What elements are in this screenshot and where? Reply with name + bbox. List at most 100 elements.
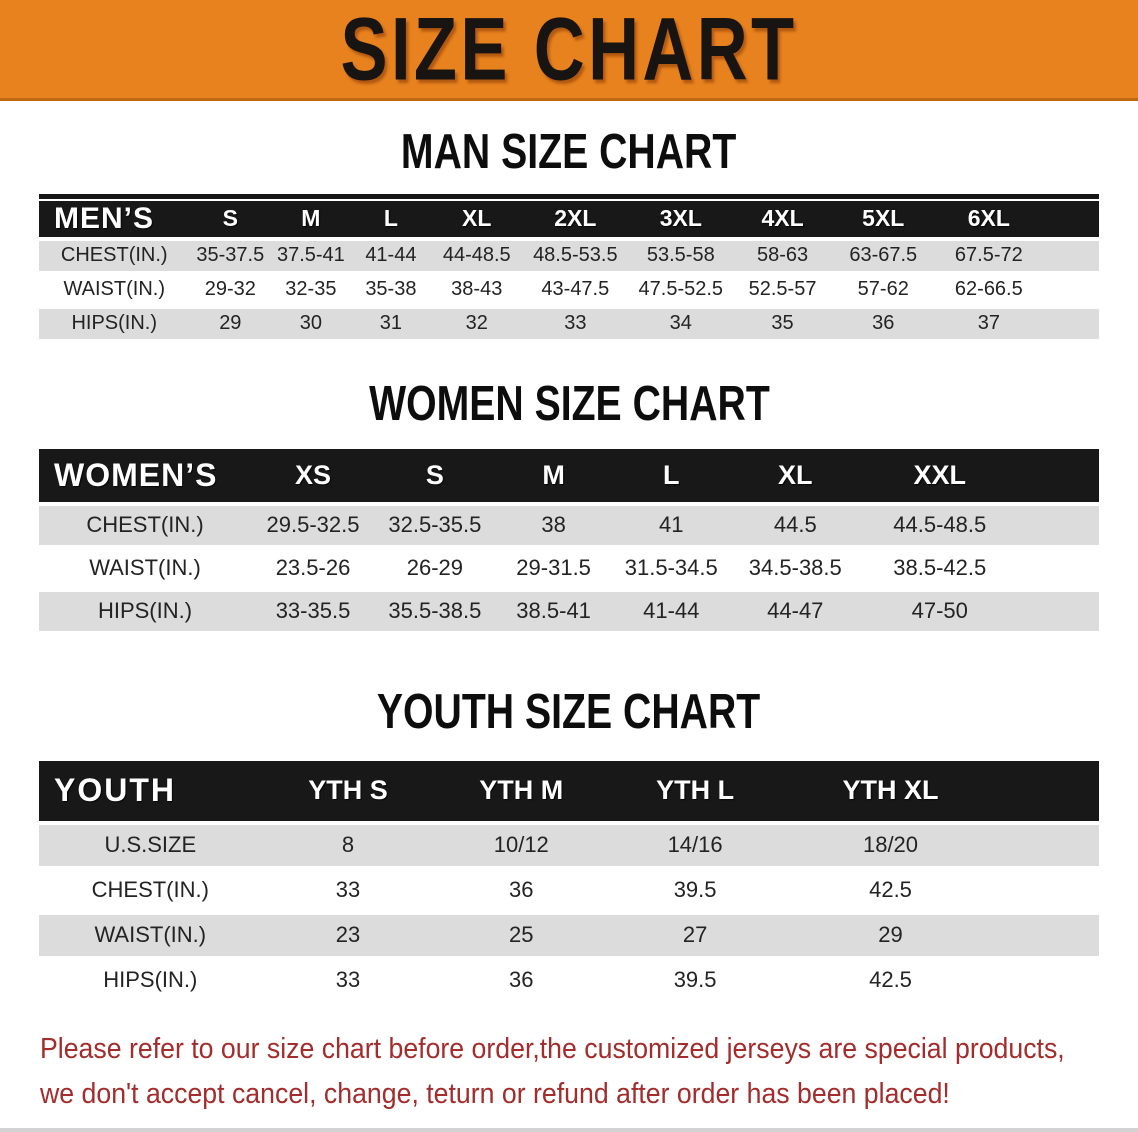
size-value-cell: 38.5-42.5 — [860, 548, 1099, 592]
size-value-cell: 35-37.5 — [189, 240, 272, 275]
measurement-row-label: WAIST(IN.) — [39, 274, 190, 309]
table-row: WAIST(IN.) 23.5-26 26-29 29-31.5 31.5-34… — [39, 548, 1099, 592]
size-value-cell: 26-29 — [375, 548, 495, 592]
size-value-cell: 29-32 — [189, 274, 272, 309]
size-column-header: 3XL — [628, 200, 734, 241]
size-chart-banner: SIZE CHART — [0, 0, 1138, 101]
size-value-cell: 29-31.5 — [494, 548, 613, 592]
size-value-cell: 44-48.5 — [431, 240, 523, 275]
size-value-cell: 41 — [612, 505, 731, 549]
size-value-cell: 32.5-35.5 — [375, 505, 495, 549]
man-size-chart-heading: MAN SIZE CHART — [0, 125, 1138, 180]
table-row: U.S.SIZE 8 10/12 14/16 18/20 — [39, 824, 1099, 870]
size-column-header: S — [189, 200, 272, 241]
size-value-cell: 35.5-38.5 — [375, 591, 495, 635]
size-column-header: M — [494, 448, 613, 506]
size-value-cell: 33-35.5 — [251, 591, 376, 635]
mens-header-row: MEN’S S M L XL 2XL 3XL 4XL 5XL 6XL — [39, 200, 1099, 241]
table-row: CHEST(IN.) 35-37.5 37.5-41 41-44 44-48.5… — [39, 240, 1099, 275]
size-column-header: YTH XL — [782, 760, 1099, 825]
size-column-header: M — [271, 200, 351, 241]
size-value-cell: 36 — [434, 869, 609, 915]
table-row: HIPS(IN.) 33 36 39.5 42.5 — [39, 959, 1099, 1005]
size-value-cell: 33 — [522, 308, 629, 343]
size-value-cell: 35-38 — [350, 274, 432, 309]
size-value-cell: 31 — [350, 308, 432, 343]
size-value-cell: 32 — [431, 308, 523, 343]
size-value-cell: 44.5-48.5 — [860, 505, 1099, 549]
size-value-cell: 29.5-32.5 — [251, 505, 376, 549]
womens-header-row: WOMEN’S XS S M L XL XXL — [39, 448, 1099, 506]
size-value-cell: 36 — [434, 959, 609, 1005]
size-column-header: YTH M — [434, 760, 609, 825]
table-row: CHEST(IN.) 29.5-32.5 32.5-35.5 38 41 44.… — [39, 505, 1099, 549]
size-value-cell: 44-47 — [730, 591, 861, 635]
size-value-cell: 58-63 — [733, 240, 832, 275]
size-value-cell: 33 — [261, 869, 435, 915]
size-value-cell: 63-67.5 — [831, 240, 935, 275]
table-row: HIPS(IN.) 33-35.5 35.5-38.5 38.5-41 41-4… — [39, 591, 1099, 635]
size-value-cell: 35 — [733, 308, 832, 343]
measurement-row-label: CHEST(IN.) — [39, 240, 190, 275]
size-value-cell: 32-35 — [271, 274, 351, 309]
size-column-header: XS — [251, 448, 376, 506]
measurement-row-label: HIPS(IN.) — [39, 591, 251, 635]
size-column-header: 5XL — [831, 200, 935, 241]
size-value-cell: 14/16 — [608, 824, 783, 870]
size-column-header: XL — [431, 200, 523, 241]
measurement-row-label: U.S.SIZE — [39, 824, 262, 870]
size-value-cell: 38-43 — [431, 274, 523, 309]
size-value-cell: 29 — [782, 914, 1099, 960]
size-value-cell: 67.5-72 — [934, 240, 1099, 275]
size-column-header: 2XL — [522, 200, 629, 241]
size-value-cell: 23 — [261, 914, 435, 960]
size-value-cell: 29 — [189, 308, 272, 343]
table-row: HIPS(IN.) 29 30 31 32 33 34 35 36 37 — [39, 308, 1099, 343]
womens-size-table-wrap: WOMEN’S XS S M L XL XXL CHEST(IN.) 29.5-… — [39, 448, 1099, 635]
size-column-header: XL — [730, 448, 861, 506]
mens-size-table: MEN’S S M L XL 2XL 3XL 4XL 5XL 6XL CHEST… — [39, 200, 1099, 343]
size-value-cell: 41-44 — [350, 240, 432, 275]
size-value-cell: 47-50 — [860, 591, 1099, 635]
mens-size-table-wrap: MEN’S S M L XL 2XL 3XL 4XL 5XL 6XL CHEST… — [39, 193, 1099, 343]
youth-table-corner-label: YOUTH — [39, 760, 262, 825]
man-size-chart-heading-text: MAN SIZE CHART — [401, 125, 737, 179]
size-value-cell: 10/12 — [434, 824, 609, 870]
size-value-cell: 42.5 — [782, 959, 1099, 1005]
size-value-cell: 47.5-52.5 — [628, 274, 734, 309]
size-value-cell: 38.5-41 — [494, 591, 613, 635]
measurement-row-label: CHEST(IN.) — [39, 869, 262, 915]
youth-header-row: YOUTH YTH S YTH M YTH L YTH XL — [39, 760, 1099, 825]
mens-table-corner-label: MEN’S — [39, 200, 190, 241]
size-column-header: L — [612, 448, 731, 506]
size-column-header: YTH S — [261, 760, 435, 825]
size-column-header: L — [350, 200, 432, 241]
womens-table-corner-label: WOMEN’S — [39, 448, 251, 506]
size-value-cell: 38 — [494, 505, 613, 549]
size-value-cell: 30 — [271, 308, 351, 343]
size-value-cell: 37.5-41 — [271, 240, 351, 275]
size-value-cell: 33 — [261, 959, 435, 1005]
size-column-header: YTH L — [608, 760, 783, 825]
bottom-divider — [0, 1128, 1138, 1132]
size-value-cell: 43-47.5 — [522, 274, 629, 309]
measurement-row-label: WAIST(IN.) — [39, 548, 251, 592]
size-value-cell: 34 — [628, 308, 734, 343]
size-value-cell: 37 — [934, 308, 1099, 343]
table-row: WAIST(IN.) 23 25 27 29 — [39, 914, 1099, 960]
size-value-cell: 53.5-58 — [628, 240, 734, 275]
women-size-chart-heading: WOMEN SIZE CHART — [0, 377, 1138, 432]
size-chart-title: SIZE CHART — [340, 0, 798, 99]
size-value-cell: 27 — [608, 914, 783, 960]
size-value-cell: 39.5 — [608, 959, 783, 1005]
disclaimer-line-2: we don't accept cancel, change, teturn o… — [40, 1077, 950, 1110]
size-value-cell: 62-66.5 — [934, 274, 1099, 309]
youth-size-chart-heading-text: YOUTH SIZE CHART — [377, 684, 761, 739]
size-column-header: XXL — [860, 448, 1099, 506]
youth-size-table-wrap: YOUTH YTH S YTH M YTH L YTH XL U.S.SIZE … — [39, 760, 1099, 1005]
size-value-cell: 42.5 — [782, 869, 1099, 915]
table-row: CHEST(IN.) 33 36 39.5 42.5 — [39, 869, 1099, 915]
disclaimer-line-1: Please refer to our size chart before or… — [40, 1032, 1065, 1065]
size-value-cell: 39.5 — [608, 869, 783, 915]
size-value-cell: 31.5-34.5 — [612, 548, 731, 592]
